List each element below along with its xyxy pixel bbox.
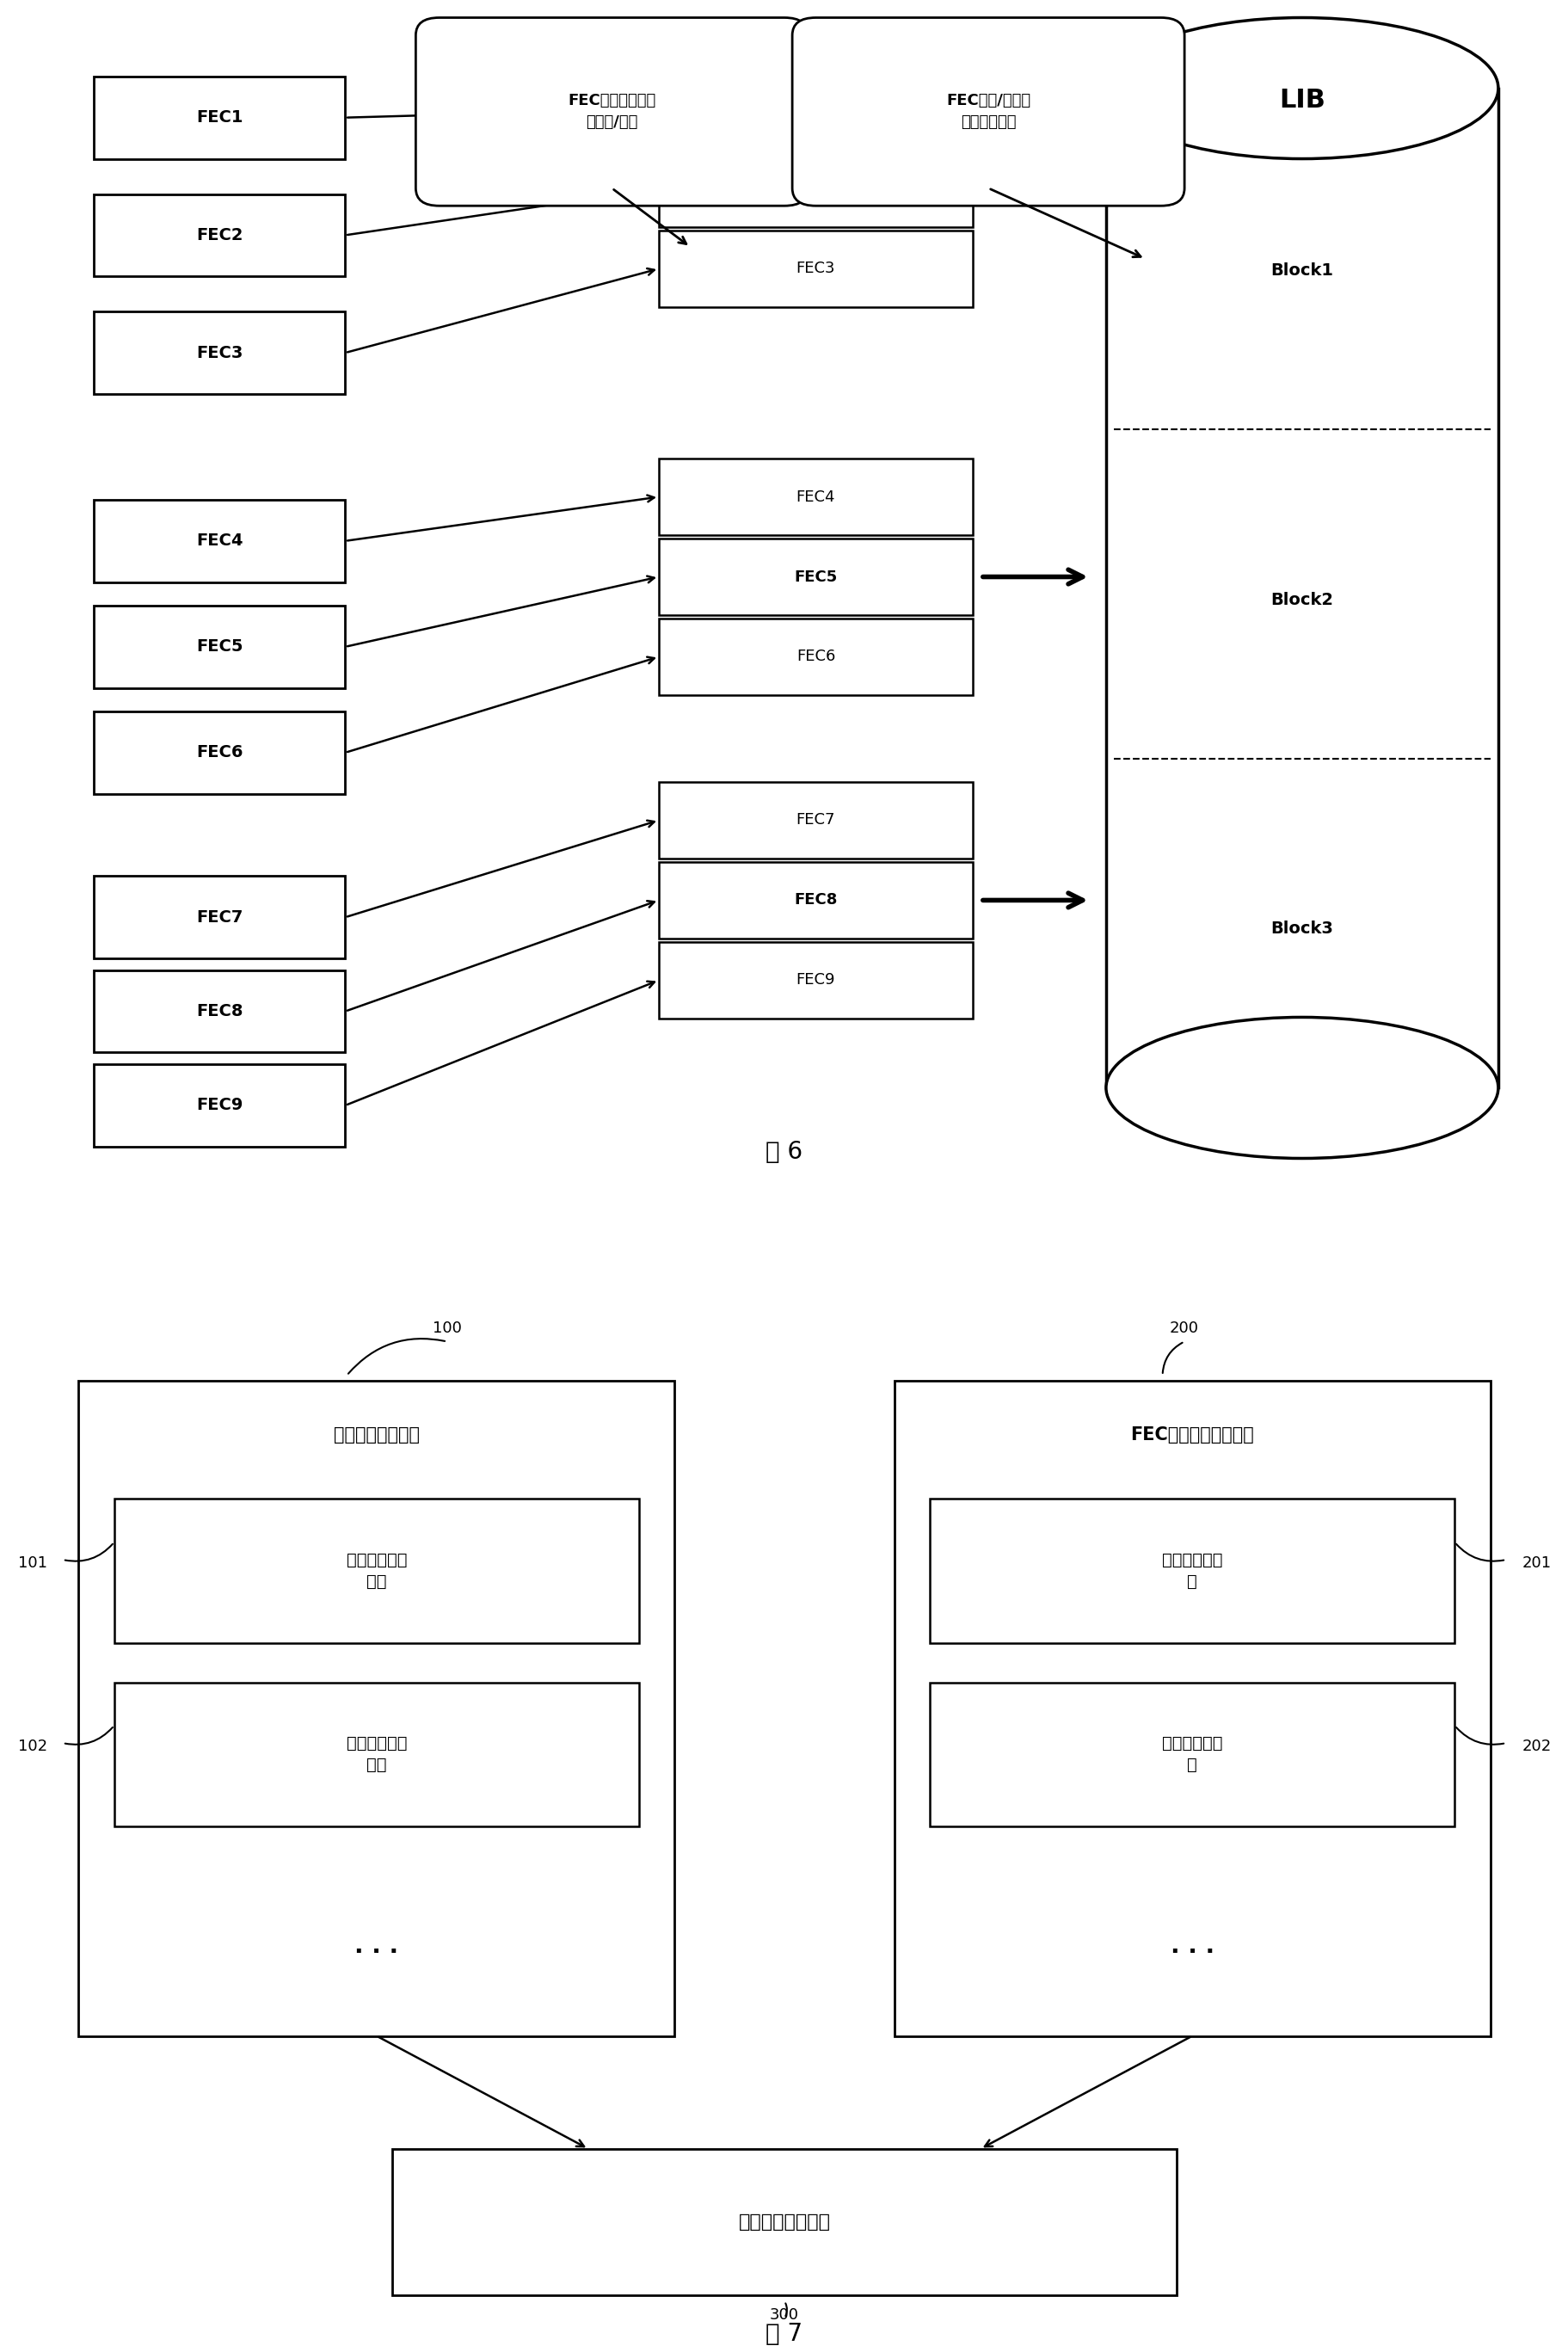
FancyBboxPatch shape [416,16,808,207]
Text: 300: 300 [770,2307,798,2321]
FancyBboxPatch shape [78,1381,674,2037]
Text: 分类处理子单
元: 分类处理子单 元 [1162,1736,1221,1773]
Text: FEC8: FEC8 [196,1004,243,1018]
Text: 200: 200 [1170,1319,1198,1336]
Text: FEC9: FEC9 [196,1098,243,1112]
Text: FEC按用户理解进
行聚合/分类: FEC按用户理解进 行聚合/分类 [568,94,655,129]
Bar [1105,87,1497,1087]
Text: FEC聚合分类处理单元: FEC聚合分类处理单元 [1131,1425,1253,1444]
Text: FEC9: FEC9 [797,971,834,988]
Text: Block3: Block3 [1270,922,1333,936]
Text: LIB: LIB [1278,87,1325,113]
Text: FEC3: FEC3 [196,346,243,360]
Text: FEC6: FEC6 [196,746,243,760]
FancyBboxPatch shape [894,1381,1490,2037]
Text: FEC3: FEC3 [797,261,834,278]
Text: FEC8: FEC8 [793,891,837,908]
Text: FEC4: FEC4 [196,534,243,548]
Ellipse shape [1105,1016,1497,1157]
Text: 图 7: 图 7 [765,2321,803,2347]
FancyBboxPatch shape [659,781,972,858]
Text: 图 6: 图 6 [765,1141,803,1164]
FancyBboxPatch shape [94,710,345,795]
FancyBboxPatch shape [94,1063,345,1148]
FancyBboxPatch shape [659,459,972,534]
Text: FEC7: FEC7 [196,910,243,924]
FancyBboxPatch shape [659,619,972,696]
FancyBboxPatch shape [659,861,972,938]
FancyBboxPatch shape [94,75,345,160]
FancyBboxPatch shape [659,71,972,146]
Text: FEC6: FEC6 [797,649,834,666]
Text: FEC7: FEC7 [797,811,834,828]
Text: 102: 102 [17,1738,47,1755]
Text: FEC聚合/分类对
应一个标签块: FEC聚合/分类对 应一个标签块 [946,94,1030,129]
FancyBboxPatch shape [114,1498,638,1644]
Text: . . .: . . . [354,1933,398,1957]
Text: FEC1: FEC1 [196,111,243,125]
FancyBboxPatch shape [659,151,972,228]
Text: FEC2: FEC2 [793,181,837,198]
Text: 标签范围分配单元: 标签范围分配单元 [334,1425,419,1444]
FancyBboxPatch shape [392,2150,1176,2296]
Text: FEC1: FEC1 [797,101,834,118]
Text: 标签块设置子
单元: 标签块设置子 单元 [347,1736,406,1773]
Text: 101: 101 [17,1555,47,1571]
FancyBboxPatch shape [659,941,972,1018]
FancyBboxPatch shape [94,195,345,275]
Text: FEC5: FEC5 [196,640,243,654]
Text: . . .: . . . [1170,1933,1214,1957]
FancyBboxPatch shape [94,969,345,1051]
Text: 100: 100 [433,1319,461,1336]
Text: FEC4: FEC4 [797,489,834,506]
Text: Block1: Block1 [1270,263,1333,278]
FancyBboxPatch shape [659,539,972,614]
Text: 202: 202 [1521,1738,1551,1755]
Text: FEC5: FEC5 [793,569,837,586]
Text: 对应关系存储单元: 对应关系存储单元 [739,2213,829,2230]
Text: Block2: Block2 [1270,593,1333,607]
FancyBboxPatch shape [94,875,345,960]
Text: 201: 201 [1521,1555,1551,1571]
FancyBboxPatch shape [94,607,345,687]
Ellipse shape [1105,16,1497,158]
FancyBboxPatch shape [792,16,1184,207]
FancyBboxPatch shape [659,230,972,308]
FancyBboxPatch shape [114,1682,638,1828]
FancyBboxPatch shape [94,310,345,393]
Text: 分类处理子单
元: 分类处理子单 元 [1162,1552,1221,1590]
FancyBboxPatch shape [94,499,345,581]
FancyBboxPatch shape [930,1682,1454,1828]
Text: 标签块设置子
单元: 标签块设置子 单元 [347,1552,406,1590]
Text: FEC2: FEC2 [196,228,243,242]
FancyBboxPatch shape [930,1498,1454,1644]
